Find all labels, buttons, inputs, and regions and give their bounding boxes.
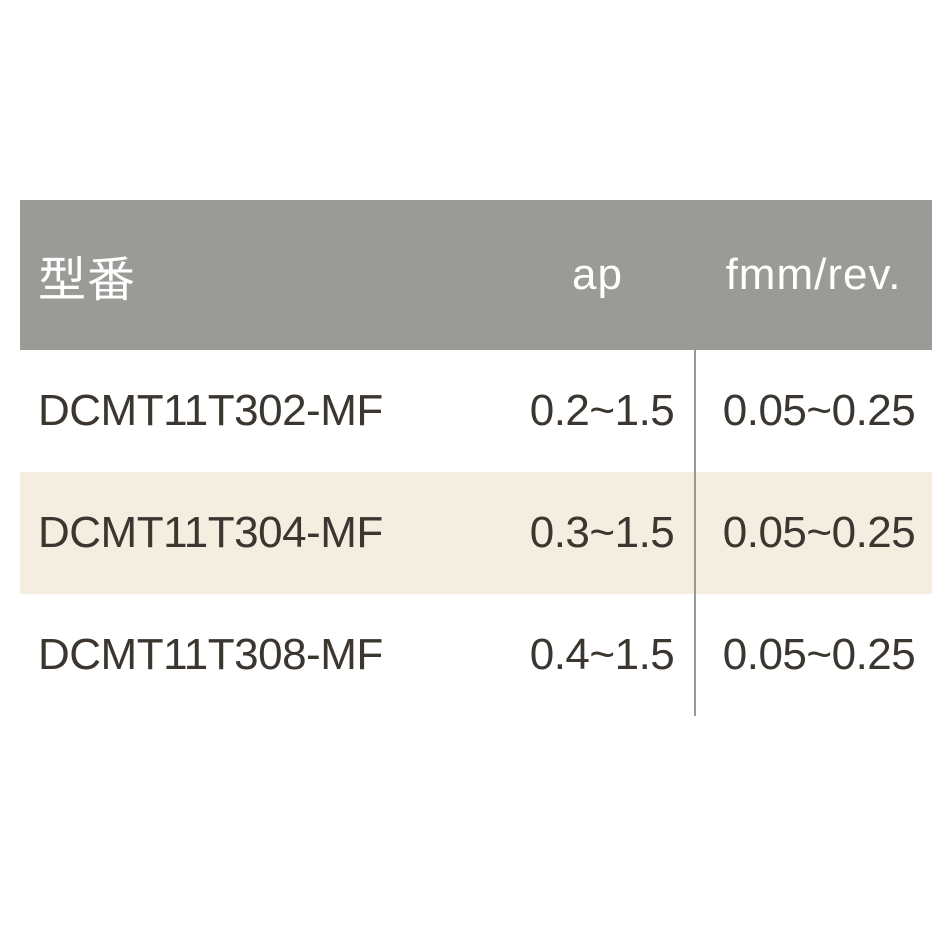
- cell-ap: 0.4~1.5: [500, 594, 695, 716]
- spec-table: 型番 ap fmm/rev. DCMT11T302-MF 0.2~1.5 0.0…: [20, 200, 932, 716]
- col-header-model: 型番: [20, 200, 500, 350]
- col-header-feed: fmm/rev.: [695, 200, 932, 350]
- cell-model: DCMT11T304-MF: [20, 472, 500, 594]
- cell-feed: 0.05~0.25: [695, 350, 932, 472]
- cell-ap: 0.2~1.5: [500, 350, 695, 472]
- cell-model: DCMT11T302-MF: [20, 350, 500, 472]
- table-row: DCMT11T308-MF 0.4~1.5 0.05~0.25: [20, 594, 932, 716]
- table-header-row: 型番 ap fmm/rev.: [20, 200, 932, 350]
- cell-ap: 0.3~1.5: [500, 472, 695, 594]
- cell-feed: 0.05~0.25: [695, 594, 932, 716]
- table-row: DCMT11T304-MF 0.3~1.5 0.05~0.25: [20, 472, 932, 594]
- cell-model: DCMT11T308-MF: [20, 594, 500, 716]
- table-row: DCMT11T302-MF 0.2~1.5 0.05~0.25: [20, 350, 932, 472]
- spec-table-container: 型番 ap fmm/rev. DCMT11T302-MF 0.2~1.5 0.0…: [20, 200, 932, 716]
- col-header-ap: ap: [500, 200, 695, 350]
- cell-feed: 0.05~0.25: [695, 472, 932, 594]
